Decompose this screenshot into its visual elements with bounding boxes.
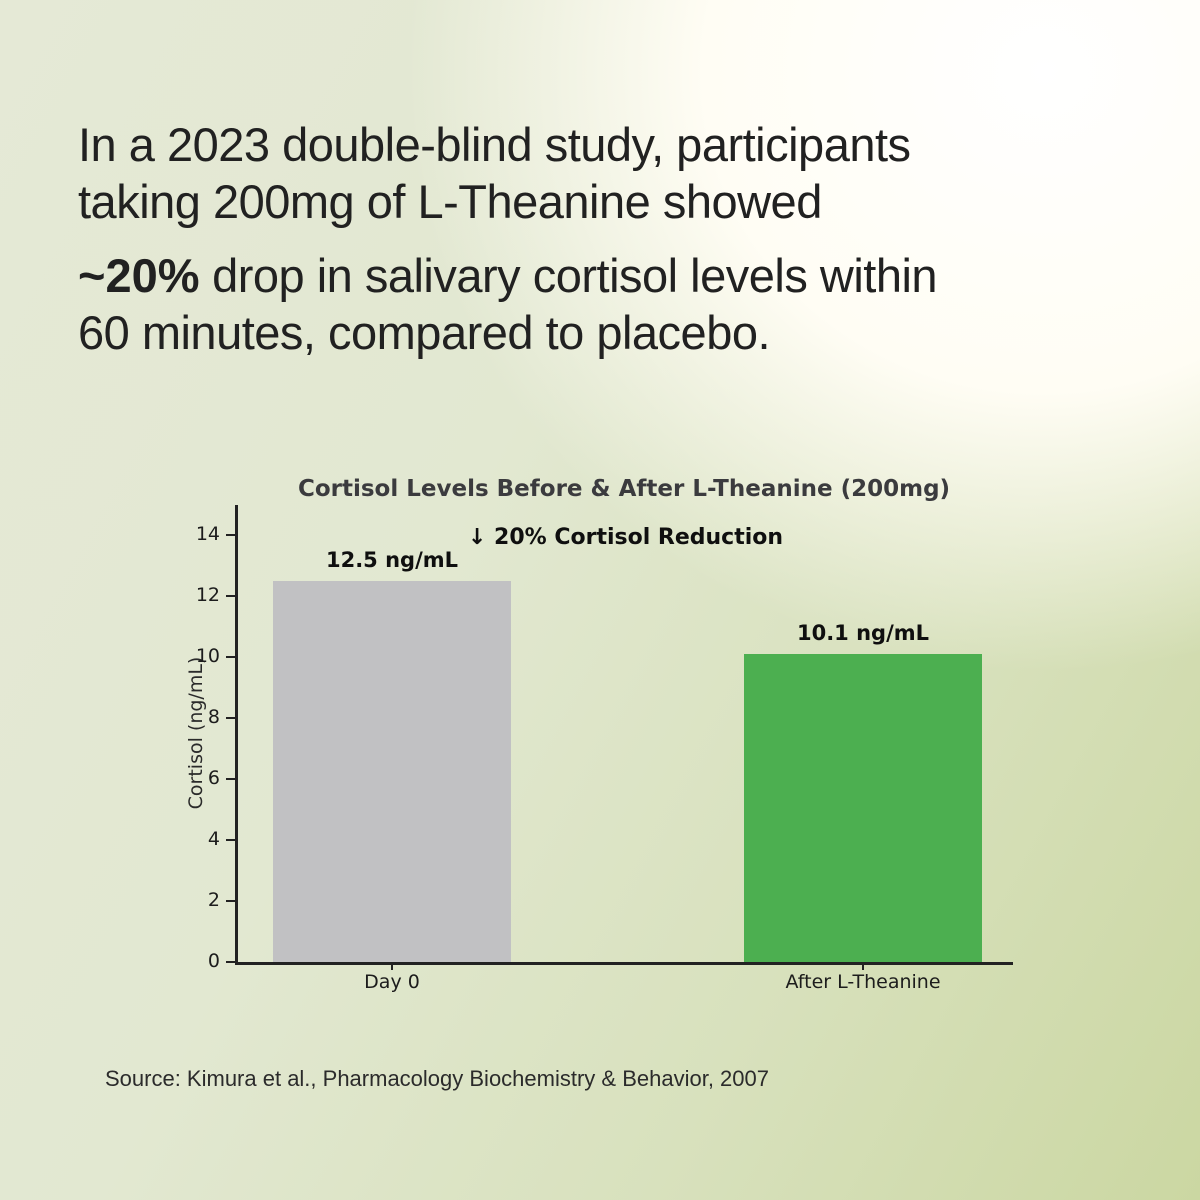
y-tick-label: 14 [195,523,220,546]
source-citation: Source: Kimura et al., Pharmacology Bioc… [105,1066,769,1091]
y-tick-mark [226,839,235,842]
headline-line-1: In a 2023 double-blind study, participan… [78,118,911,171]
y-tick-mark [226,717,235,720]
y-tick-label: 12 [195,584,220,607]
x-tick-mark [391,962,393,970]
chart-annotation: ↓ 20% Cortisol Reduction [467,525,784,550]
headline-line-2: taking 200mg of L-Theanine showed [78,175,822,228]
y-tick-label: 10 [195,645,220,668]
bar [744,654,982,962]
y-tick-label: 0 [207,950,220,972]
plot-area: ↓ 20% Cortisol Reduction 0 2 4 6 8 10 12 14 12.5… [196,505,1013,993]
bar-value-label: 10.1 ng/mL [796,621,930,646]
headline-paragraph-2: ~20% drop in salivary cortisol levels wi… [78,247,1138,361]
y-tick-mark [226,656,235,659]
headline-paragraph-1: In a 2023 double-blind study, participan… [78,116,1138,230]
y-tick-mark [226,900,235,903]
headline-highlight: ~20% [78,249,200,302]
y-tick-label: 8 [207,706,220,729]
bar-value-label: 12.5 ng/mL [325,548,459,573]
y-tick-label: 6 [207,767,220,790]
y-tick-mark [226,595,235,598]
y-tick-mark [226,778,235,781]
x-tick-label: Day 0 [364,971,420,993]
y-tick-label: 4 [207,828,220,851]
bar [273,581,511,962]
x-tick-mark [862,962,864,970]
headline-line-3: drop in salivary cortisol levels within [199,249,938,302]
headline-line-4: 60 minutes, compared to placebo. [78,306,771,359]
chart-title: Cortisol Levels Before & After L-Theanin… [297,476,951,502]
y-tick-mark [226,534,235,537]
headline: In a 2023 double-blind study, participan… [78,116,1138,361]
y-tick-label: 2 [207,889,220,912]
x-tick-label: After L-Theanine [785,971,941,993]
y-tick-mark [226,961,235,963]
